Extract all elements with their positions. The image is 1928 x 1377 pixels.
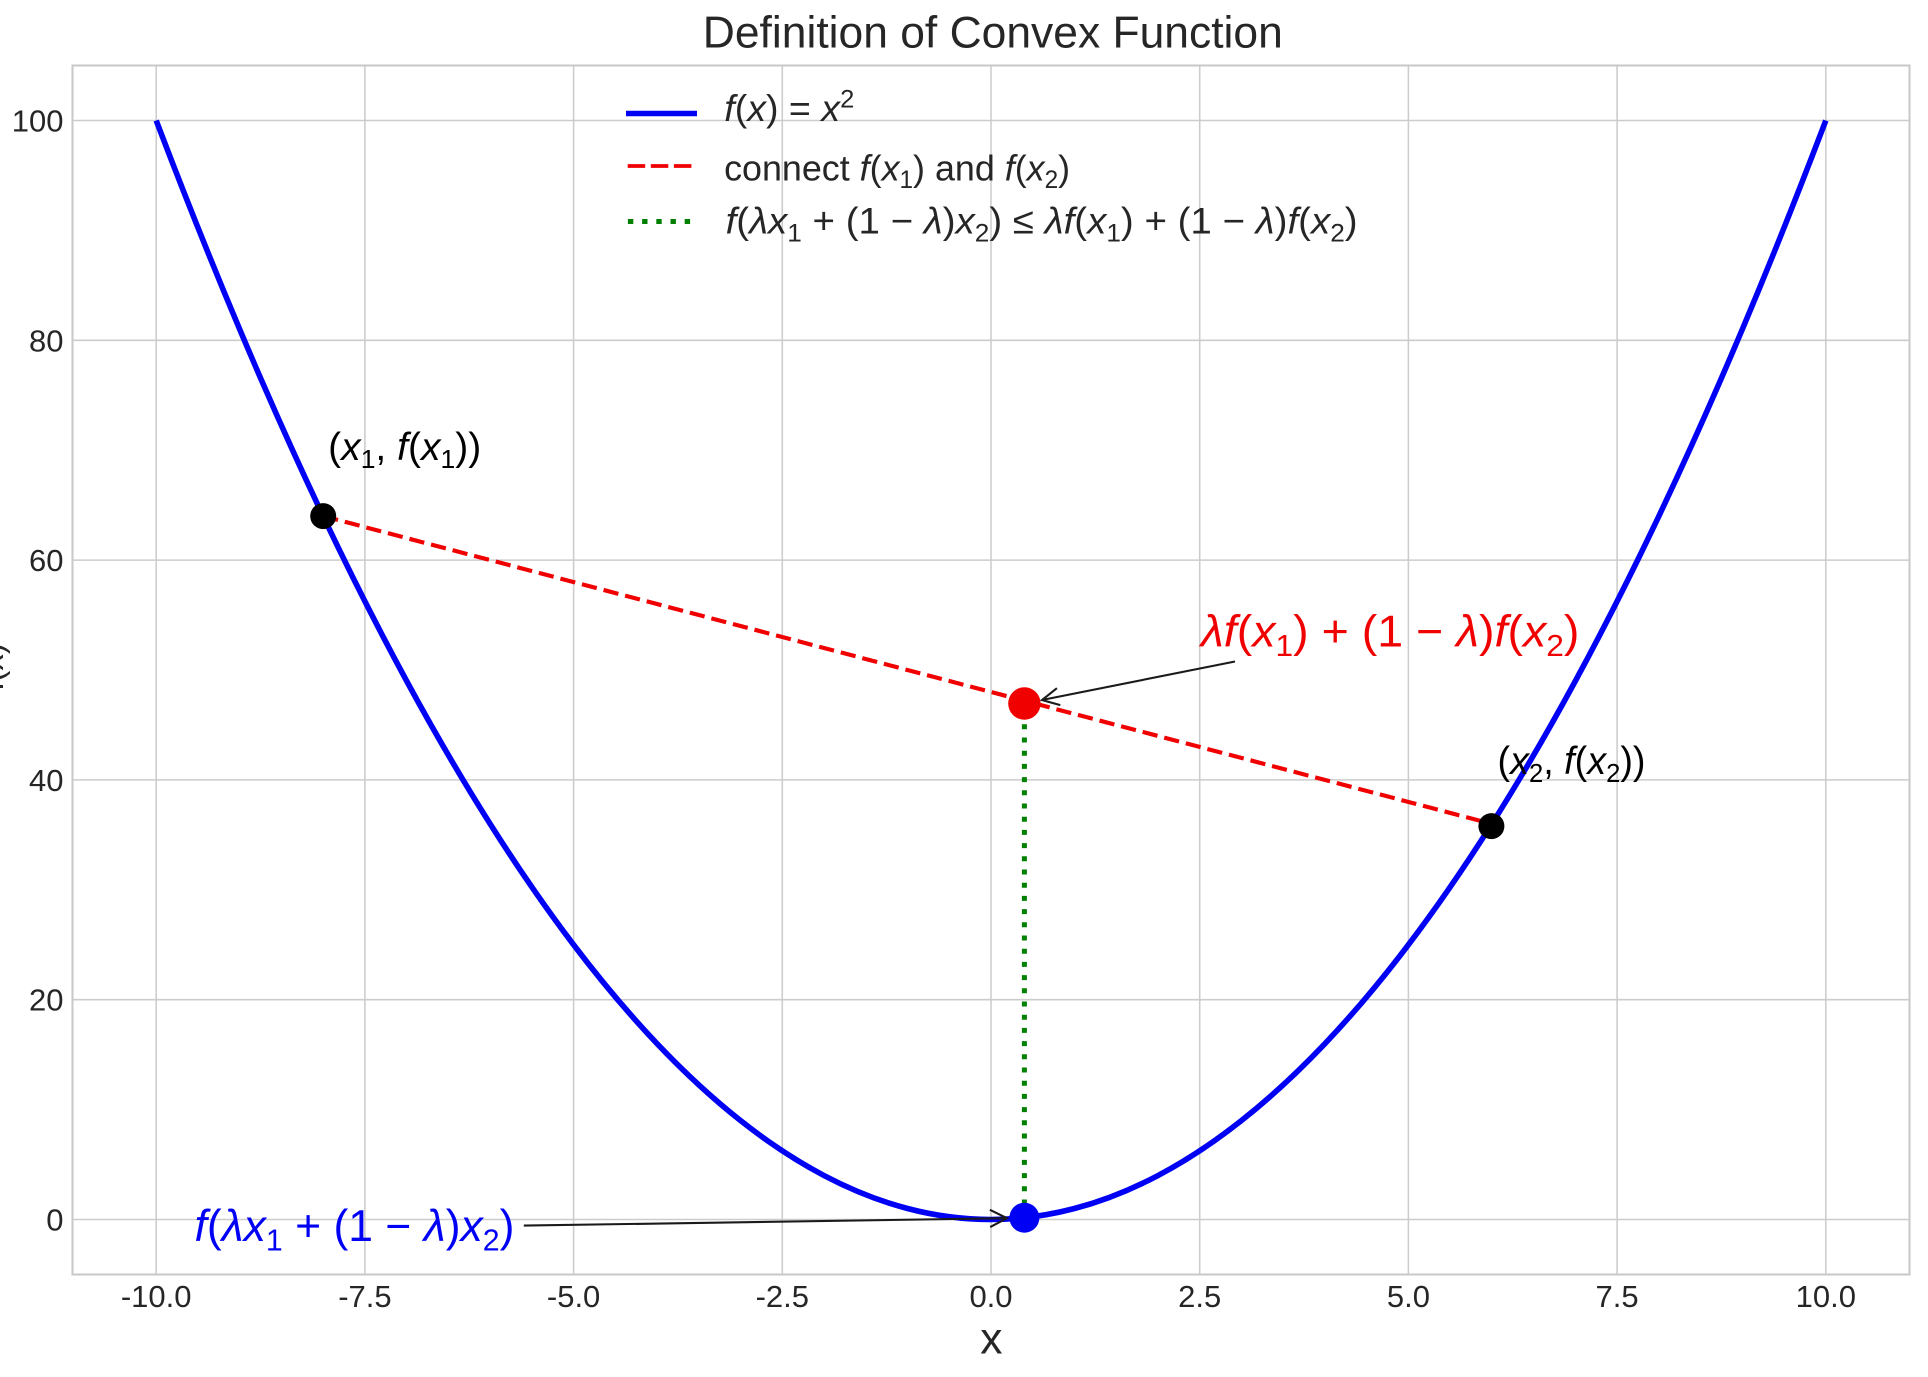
svg-text:(x1​, f(x1​)): (x1​, f(x1​)) <box>328 426 481 474</box>
svg-text:100: 100 <box>12 104 64 139</box>
svg-text:5.0: 5.0 <box>1387 1279 1430 1314</box>
svg-text:-5.0: -5.0 <box>547 1279 600 1314</box>
svg-text:(x2​, f(x2​)): (x2​, f(x2​)) <box>1498 740 1646 788</box>
svg-text:f(x) = x2​: f(x) = x2​ <box>724 85 854 129</box>
svg-text:0.0: 0.0 <box>969 1279 1012 1314</box>
svg-text:10.0: 10.0 <box>1796 1279 1856 1314</box>
svg-text:f(x): f(x) <box>0 643 10 691</box>
svg-text:20: 20 <box>29 983 63 1018</box>
svg-text:0: 0 <box>46 1203 63 1238</box>
svg-text:Definition of Convex Function: Definition of Convex Function <box>703 8 1283 57</box>
svg-text:-2.5: -2.5 <box>756 1279 809 1314</box>
svg-text:-10.0: -10.0 <box>121 1279 192 1314</box>
svg-text:f(λx1​ + (1 − λ)x2​): f(λx1​ + (1 − λ)x2​) <box>195 1202 515 1257</box>
svg-text:60: 60 <box>29 543 63 578</box>
svg-text:λf(x1​) + (1 − λ)f(x2​): λf(x1​) + (1 − λ)f(x2​) <box>1198 607 1580 663</box>
svg-text:2.5: 2.5 <box>1178 1279 1221 1314</box>
svg-text:40: 40 <box>29 763 63 798</box>
svg-text:7.5: 7.5 <box>1596 1279 1639 1314</box>
svg-text:80: 80 <box>29 323 63 358</box>
svg-text:f(λx1​ + (1 − λ)x2​) ≤ λf(x1​): f(λx1​ + (1 − λ)x2​) ≤ λf(x1​) + (1 − λ)… <box>726 201 1358 248</box>
svg-text:-7.5: -7.5 <box>338 1279 391 1314</box>
svg-text:connect f(x1​) and f(x2​): connect f(x1​) and f(x2​) <box>724 148 1070 195</box>
svg-text:x: x <box>980 1314 1002 1363</box>
